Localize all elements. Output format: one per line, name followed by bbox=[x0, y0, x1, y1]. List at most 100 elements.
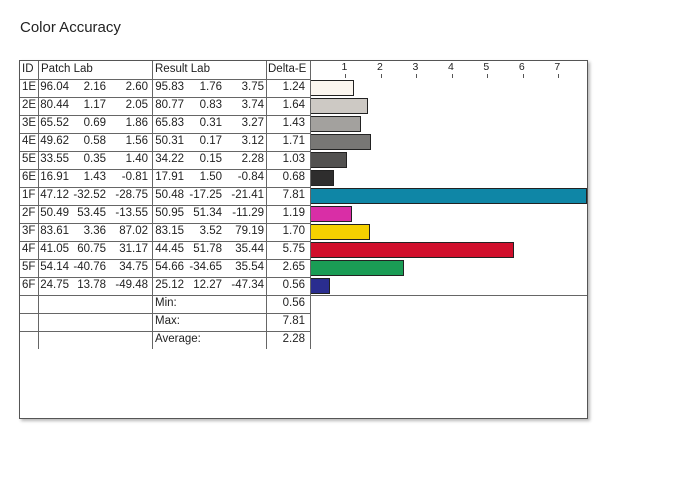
lab-value: -17.25 bbox=[189, 189, 222, 201]
grid-hline bbox=[20, 205, 310, 206]
delta-e-value: 1.43 bbox=[282, 117, 305, 129]
lab-value: 1.56 bbox=[125, 135, 148, 147]
lab-value: 12.27 bbox=[193, 279, 222, 291]
lab-value: 50.48 bbox=[155, 189, 184, 201]
lab-value: 0.31 bbox=[199, 117, 222, 129]
lab-value: 44.45 bbox=[155, 243, 184, 255]
row-id: 1F bbox=[22, 189, 36, 201]
result-lab-values: 25.12 12.27 -47.34 bbox=[151, 277, 267, 294]
lab-value: -34.65 bbox=[189, 261, 222, 273]
lab-value: 60.75 bbox=[77, 243, 106, 255]
lab-value: 13.78 bbox=[77, 279, 106, 291]
lab-value: 35.44 bbox=[235, 243, 264, 255]
summary-value: 2.28 bbox=[282, 333, 305, 345]
lab-value: 0.35 bbox=[83, 153, 106, 165]
grid-hline bbox=[20, 313, 310, 314]
lab-value: -40.76 bbox=[73, 261, 106, 273]
lab-value: 50.49 bbox=[40, 207, 69, 219]
delta-e-value: 1.71 bbox=[282, 135, 305, 147]
result-lab-values: 54.66 -34.65 35.54 bbox=[151, 259, 267, 276]
delta-e-value: 2.65 bbox=[282, 261, 305, 273]
header-patch-lab: Patch Lab bbox=[41, 63, 93, 75]
lab-value: 41.05 bbox=[40, 243, 69, 255]
lab-value: -13.55 bbox=[115, 207, 148, 219]
patch-lab-values: 65.52 0.69 1.86 bbox=[38, 115, 154, 132]
patch-lab-values: 16.91 1.43 -0.81 bbox=[38, 169, 154, 186]
header-result-lab: Result Lab bbox=[155, 63, 210, 75]
axis-tick-mark bbox=[345, 74, 347, 78]
lab-value: 80.44 bbox=[40, 99, 69, 111]
delta-e-value: 1.24 bbox=[282, 81, 305, 93]
page-title: Color Accuracy bbox=[20, 19, 121, 36]
lab-value: -0.81 bbox=[121, 171, 148, 183]
lab-value: 2.05 bbox=[125, 99, 148, 111]
axis-tick-mark bbox=[416, 74, 418, 78]
grid-hline bbox=[20, 97, 310, 98]
lab-value: 35.54 bbox=[235, 261, 264, 273]
grid-hline bbox=[20, 223, 310, 224]
lab-value: 3.75 bbox=[241, 81, 264, 93]
header-delta-e: Delta-E bbox=[268, 63, 307, 75]
result-lab-values: 80.77 0.83 3.74 bbox=[151, 97, 267, 114]
lab-value: 1.86 bbox=[125, 117, 148, 129]
grid-hline bbox=[20, 241, 310, 242]
delta-e-bar bbox=[310, 98, 369, 114]
summary-value: 0.56 bbox=[282, 297, 305, 309]
lab-value: 54.66 bbox=[155, 261, 184, 273]
lab-value: 34.22 bbox=[155, 153, 184, 165]
delta-e-value: 1.64 bbox=[282, 99, 305, 111]
delta-e-bar bbox=[310, 260, 404, 276]
lab-value: -11.29 bbox=[232, 207, 264, 219]
lab-value: 1.43 bbox=[83, 171, 106, 183]
lab-value: 50.31 bbox=[155, 135, 184, 147]
grid-hline bbox=[20, 259, 310, 260]
axis-tick-mark bbox=[487, 74, 489, 78]
lab-value: -0.84 bbox=[237, 171, 264, 183]
lab-value: 53.45 bbox=[77, 207, 106, 219]
lab-value: 87.02 bbox=[119, 225, 148, 237]
lab-value: 0.83 bbox=[199, 99, 222, 111]
lab-value: -32.52 bbox=[73, 189, 106, 201]
delta-e-bar bbox=[310, 116, 361, 132]
grid-hline bbox=[20, 169, 310, 170]
lab-value: 25.12 bbox=[155, 279, 184, 291]
lab-value: -21.41 bbox=[231, 189, 264, 201]
patch-lab-values: 41.05 60.75 31.17 bbox=[38, 241, 154, 258]
summary-separator bbox=[20, 295, 587, 296]
result-lab-values: 65.83 0.31 3.27 bbox=[151, 115, 267, 132]
lab-value: 0.58 bbox=[83, 135, 106, 147]
lab-value: 31.17 bbox=[119, 243, 148, 255]
delta-e-axis: 1 2 3 4 5 6 7 bbox=[310, 61, 587, 79]
lab-value: 83.15 bbox=[155, 225, 184, 237]
grid-hline bbox=[20, 331, 310, 332]
grid-vline bbox=[310, 61, 311, 349]
lab-value: 0.69 bbox=[83, 117, 106, 129]
lab-value: 79.19 bbox=[235, 225, 264, 237]
delta-e-value: 0.56 bbox=[282, 279, 305, 291]
lab-value: 1.50 bbox=[199, 171, 222, 183]
lab-value: 24.75 bbox=[40, 279, 69, 291]
delta-e-bar bbox=[310, 134, 371, 150]
row-id: 2F bbox=[22, 207, 36, 219]
lab-value: -47.34 bbox=[231, 279, 264, 291]
grid-hline bbox=[20, 133, 310, 134]
lab-value: 2.28 bbox=[241, 153, 264, 165]
grid-hline bbox=[20, 187, 310, 188]
axis-tick-label: 3 bbox=[412, 61, 419, 73]
delta-e-value: 1.19 bbox=[282, 207, 305, 219]
lab-value: -49.48 bbox=[115, 279, 148, 291]
result-lab-values: 95.83 1.76 3.75 bbox=[151, 79, 267, 96]
delta-e-bar bbox=[310, 278, 330, 294]
delta-e-bar bbox=[310, 188, 587, 204]
row-id: 6E bbox=[22, 171, 37, 183]
result-lab-values: 50.31 0.17 3.12 bbox=[151, 133, 267, 150]
row-id: 3F bbox=[22, 225, 36, 237]
lab-value: 96.04 bbox=[40, 81, 69, 93]
lab-value: 17.91 bbox=[155, 171, 184, 183]
grid-hline bbox=[20, 151, 310, 152]
lab-value: 65.52 bbox=[40, 117, 69, 129]
lab-value: 54.14 bbox=[40, 261, 69, 273]
delta-e-value: 5.75 bbox=[282, 243, 305, 255]
result-lab-values: 17.91 1.50 -0.84 bbox=[151, 169, 267, 186]
lab-value: 3.52 bbox=[199, 225, 222, 237]
